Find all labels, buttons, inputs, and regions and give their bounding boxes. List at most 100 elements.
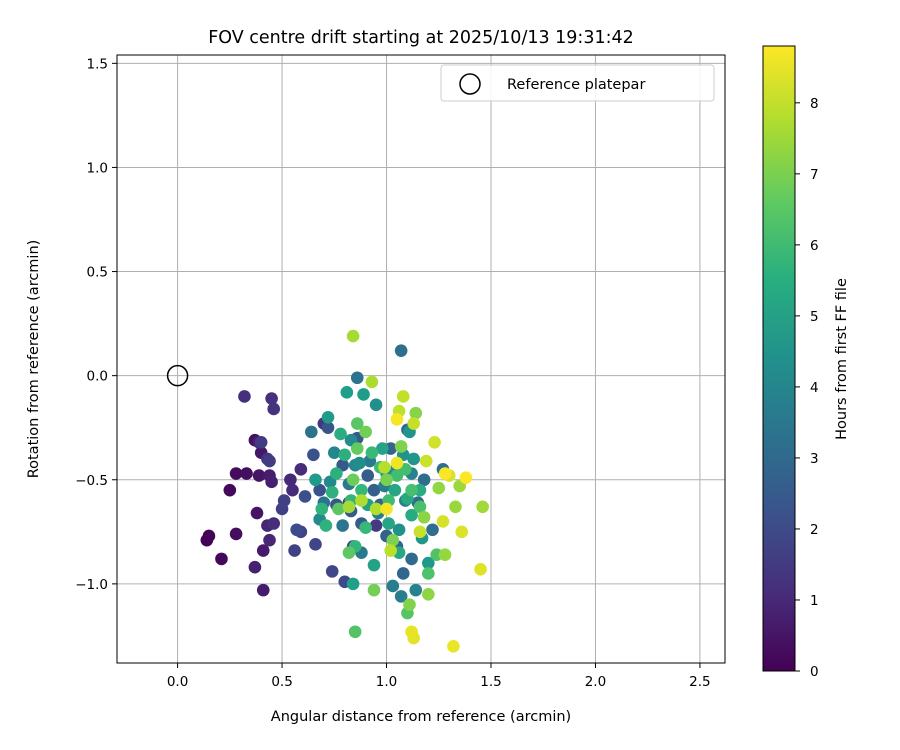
plot-frame — [116, 54, 726, 664]
data-point — [353, 456, 366, 470]
data-point — [382, 517, 395, 530]
colorbar-label: Hours from first FF file — [834, 278, 850, 440]
x-tick-label: 2.0 — [585, 674, 606, 690]
colorbar-ticks: 0 1 2 3 4 5 6 7 8 — [795, 96, 819, 680]
x-tick-label: 0.0 — [167, 674, 188, 690]
data-point — [202, 529, 216, 543]
data-point — [265, 475, 278, 489]
legend-box — [440, 64, 715, 102]
reference-point-marker — [166, 364, 189, 387]
data-point — [355, 494, 368, 507]
data-point — [428, 435, 441, 449]
data-point — [413, 525, 427, 539]
data-point — [321, 421, 335, 435]
data-point — [334, 427, 347, 441]
data-point — [342, 546, 356, 559]
data-point — [417, 473, 431, 487]
data-point — [407, 417, 420, 430]
data-point — [394, 344, 408, 357]
data-point — [223, 483, 237, 497]
data-point — [359, 425, 372, 439]
data-point — [346, 577, 360, 591]
data-point — [422, 587, 435, 601]
data-point — [438, 548, 452, 562]
data-point — [336, 519, 349, 532]
data-point — [369, 502, 383, 516]
data-point — [417, 510, 431, 524]
data-point — [384, 544, 398, 557]
data-point — [413, 500, 427, 514]
data-point — [376, 442, 389, 455]
y-tick-label: 1.0 — [87, 160, 108, 176]
data-point — [315, 502, 329, 516]
data-point — [229, 467, 243, 480]
data-point — [309, 538, 322, 551]
data-point — [405, 508, 418, 522]
data-point — [267, 517, 281, 530]
data-point — [449, 500, 462, 514]
data-point — [436, 515, 450, 528]
data-point — [394, 440, 408, 453]
data-point — [277, 494, 291, 507]
colorbar — [762, 45, 796, 672]
data-point — [338, 448, 352, 462]
data-point — [361, 469, 375, 482]
data-point — [367, 483, 381, 497]
data-point — [459, 471, 473, 484]
data-point — [325, 485, 339, 499]
y-tick-label: 0.5 — [87, 265, 108, 281]
colorbar-tick-label: 5 — [810, 309, 819, 325]
data-point — [250, 506, 264, 520]
legend: Reference platepar — [440, 64, 715, 102]
data-point — [256, 583, 270, 597]
data-point — [438, 467, 452, 480]
colorbar-tick-label: 2 — [810, 522, 819, 538]
data-point — [319, 519, 333, 532]
y-tick-label: 1.5 — [87, 56, 108, 72]
legend-label: Reference platepar — [507, 77, 645, 93]
data-point — [321, 411, 335, 424]
data-point — [386, 579, 400, 593]
x-tick-label: 1.0 — [376, 674, 397, 690]
colorbar-tick-label: 7 — [810, 167, 819, 183]
data-point — [407, 452, 420, 466]
data-point — [474, 563, 487, 576]
data-point — [240, 467, 253, 480]
data-point — [346, 473, 360, 487]
data-point — [327, 446, 341, 459]
colorbar-tick-label: 8 — [810, 96, 819, 112]
data-point — [409, 583, 423, 597]
data-point — [355, 483, 368, 497]
x-axis-label: Angular distance from reference (arcmin) — [271, 709, 571, 725]
data-point — [229, 527, 243, 541]
data-point — [409, 406, 423, 420]
data-point — [305, 425, 318, 439]
data-point — [340, 386, 354, 399]
data-point — [284, 473, 297, 487]
data-point — [405, 552, 418, 566]
y-tick-label: 0.0 — [87, 369, 108, 385]
y-axis-label: Rotation from reference (arcmin) — [26, 240, 42, 479]
data-point — [390, 456, 404, 470]
data-point — [396, 390, 410, 403]
y-axis-ticks: −1.0 −0.5 0.0 0.5 1.0 1.5 — [75, 56, 117, 593]
data-point — [422, 567, 435, 580]
data-point — [432, 481, 446, 495]
data-point — [252, 469, 266, 482]
colorbar-tick-label: 1 — [810, 593, 819, 609]
data-point — [365, 446, 379, 459]
data-point — [350, 371, 364, 385]
y-tick-label: −0.5 — [75, 473, 108, 489]
data-point — [419, 454, 433, 468]
data-point — [307, 448, 320, 462]
data-point — [357, 388, 370, 401]
x-tick-label: 2.5 — [689, 674, 710, 690]
data-point — [455, 525, 469, 539]
data-point — [330, 467, 343, 480]
data-point — [378, 460, 391, 474]
data-point — [313, 483, 326, 497]
data-point — [265, 392, 278, 405]
data-point — [325, 565, 339, 578]
x-tick-label: 1.5 — [480, 674, 501, 690]
